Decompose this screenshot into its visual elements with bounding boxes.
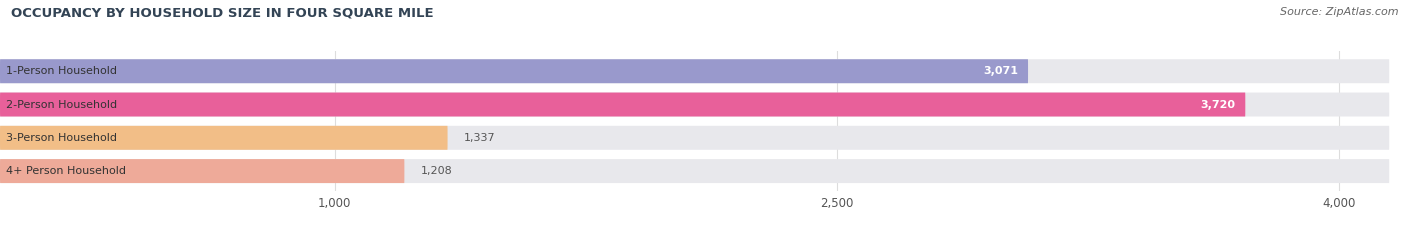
Text: 2-Person Household: 2-Person Household xyxy=(6,99,117,110)
Text: 3-Person Household: 3-Person Household xyxy=(6,133,117,143)
Text: OCCUPANCY BY HOUSEHOLD SIZE IN FOUR SQUARE MILE: OCCUPANCY BY HOUSEHOLD SIZE IN FOUR SQUA… xyxy=(11,7,434,20)
Text: 1,337: 1,337 xyxy=(464,133,496,143)
Text: 1-Person Household: 1-Person Household xyxy=(6,66,117,76)
FancyBboxPatch shape xyxy=(0,159,405,183)
FancyBboxPatch shape xyxy=(0,93,1389,116)
FancyBboxPatch shape xyxy=(0,126,1389,150)
Text: 1,208: 1,208 xyxy=(422,166,453,176)
Text: Source: ZipAtlas.com: Source: ZipAtlas.com xyxy=(1281,7,1399,17)
Text: 3,720: 3,720 xyxy=(1201,99,1236,110)
FancyBboxPatch shape xyxy=(0,93,1246,116)
Text: 3,071: 3,071 xyxy=(983,66,1018,76)
FancyBboxPatch shape xyxy=(0,59,1389,83)
Text: 4+ Person Household: 4+ Person Household xyxy=(6,166,127,176)
FancyBboxPatch shape xyxy=(0,159,1389,183)
FancyBboxPatch shape xyxy=(0,59,1028,83)
FancyBboxPatch shape xyxy=(0,126,447,150)
